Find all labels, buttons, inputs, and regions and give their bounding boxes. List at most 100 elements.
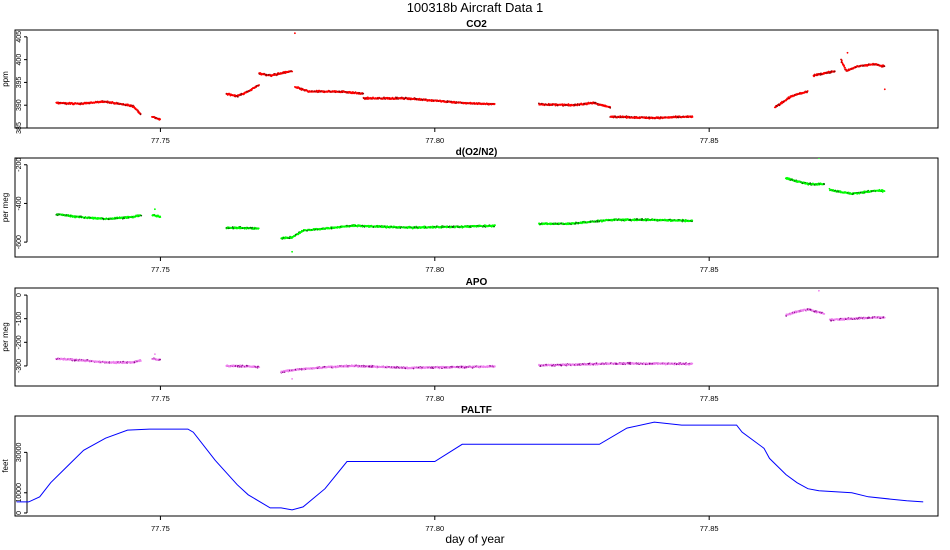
data-point xyxy=(493,225,495,228)
data-segment xyxy=(225,84,260,98)
x-tick-label: 77.75 xyxy=(151,265,170,274)
x-tick-label: 77.85 xyxy=(700,394,719,403)
x-tick-label: 77.75 xyxy=(151,136,170,145)
data-segment xyxy=(784,176,825,186)
data-segment xyxy=(294,86,365,95)
outlier-point xyxy=(883,88,886,91)
data-point xyxy=(828,187,831,190)
data-point xyxy=(809,182,812,185)
data-point xyxy=(844,66,846,69)
outlier-point xyxy=(846,51,849,54)
x-tick-label: 77.75 xyxy=(151,394,170,403)
data-point xyxy=(231,226,234,228)
plot-frame xyxy=(14,287,939,387)
outlier-point xyxy=(294,32,296,35)
y-tick-label: -200 xyxy=(16,158,23,172)
data-point xyxy=(609,107,612,109)
data-point xyxy=(493,102,496,105)
data-point xyxy=(139,113,142,116)
y-axis-label: ppm xyxy=(1,71,10,87)
data-segment xyxy=(151,115,162,121)
x-tick-label: 77.80 xyxy=(425,394,444,403)
data-point xyxy=(862,192,864,195)
data-point xyxy=(691,219,694,222)
data-point xyxy=(778,104,781,106)
y-tick-label: -600 xyxy=(16,235,23,249)
data-point xyxy=(140,214,143,217)
data-point xyxy=(159,216,162,219)
data-segment xyxy=(538,361,694,367)
data-point xyxy=(258,366,261,368)
y-tick-label: -300 xyxy=(16,359,23,373)
data-segment xyxy=(840,58,886,72)
plot-area xyxy=(55,158,886,253)
x-tick-label: 77.85 xyxy=(700,265,719,274)
panels-group: CO2 ppm 385 390 395 400 405 77.75 77.80 77.85 d(O2… xyxy=(1,19,939,533)
data-point xyxy=(883,65,886,67)
data-segment xyxy=(151,213,162,219)
data-point xyxy=(159,358,161,361)
figure-title: 100318b Aircraft Data 1 xyxy=(407,0,544,15)
data-segment xyxy=(280,224,496,240)
panel-title: CO2 xyxy=(466,19,487,30)
data-segment xyxy=(773,90,809,109)
data-segment xyxy=(280,364,496,374)
data-segment xyxy=(828,187,886,196)
data-point xyxy=(691,116,694,118)
data-point xyxy=(881,191,884,193)
y-tick-label: 0 xyxy=(16,293,23,297)
panel-co2: CO2 ppm 385 390 395 400 405 77.75 77.80 77.85 xyxy=(1,19,939,145)
panel-title: APO xyxy=(466,277,488,288)
data-point xyxy=(780,102,783,105)
data-segment xyxy=(55,357,142,365)
data-segment xyxy=(538,218,694,226)
plot-area xyxy=(55,289,886,380)
data-point xyxy=(883,190,886,193)
outlier-point xyxy=(291,250,293,253)
y-axis-label: per meg xyxy=(1,322,10,351)
data-segment xyxy=(609,115,694,120)
panel-apo: APO per meg -300 -200 -100 0 77.75 77.80 77.85 xyxy=(1,277,939,403)
data-segment xyxy=(538,101,612,109)
y-tick-label: 400 xyxy=(16,54,23,66)
data-segment xyxy=(225,364,261,369)
y-tick-label: 385 xyxy=(16,122,23,134)
data-point xyxy=(823,183,825,185)
x-tick-label: 77.85 xyxy=(700,136,719,145)
y-axis-label: per meg xyxy=(1,193,10,222)
y-tick-label: -100 xyxy=(16,312,23,326)
x-tick-label: 77.80 xyxy=(425,136,444,145)
panel-title: d(O2/N2) xyxy=(456,147,498,158)
data-point xyxy=(291,70,294,73)
data-segment xyxy=(225,226,260,231)
data-point xyxy=(258,84,260,86)
outlier-point xyxy=(154,208,156,211)
data-point xyxy=(833,70,836,73)
outlier-point xyxy=(818,158,820,159)
y-tick-label: 390 xyxy=(16,99,23,111)
data-point xyxy=(806,90,809,92)
data-point xyxy=(581,222,583,225)
data-segment xyxy=(362,96,496,106)
data-segment xyxy=(151,357,161,361)
data-point xyxy=(493,365,496,368)
y-tick-label: 405 xyxy=(16,31,23,43)
data-point xyxy=(494,224,496,227)
data-segment xyxy=(258,70,294,78)
data-segment xyxy=(812,70,836,78)
data-point xyxy=(362,92,365,95)
data-segment xyxy=(55,213,143,221)
y-tick-label: 395 xyxy=(16,76,23,88)
plot-frame xyxy=(14,157,939,258)
data-point xyxy=(159,118,162,121)
data-point xyxy=(257,227,260,230)
x-tick-label: 77.80 xyxy=(425,265,444,274)
data-segment xyxy=(55,100,142,116)
data-point xyxy=(843,65,845,68)
y-tick-label: -200 xyxy=(16,335,23,349)
plot-area xyxy=(55,32,886,121)
data-point xyxy=(140,360,142,362)
